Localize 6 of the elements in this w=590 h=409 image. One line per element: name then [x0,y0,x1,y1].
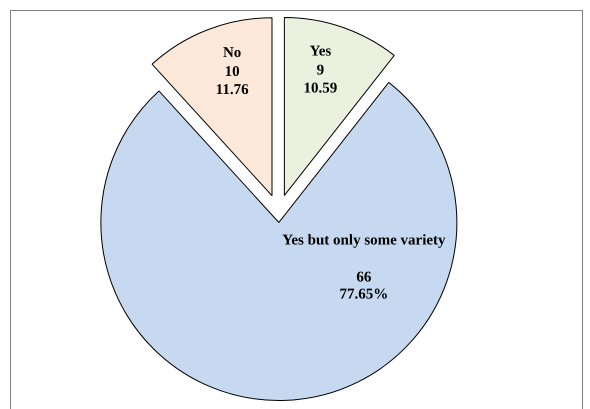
slice-label: Yes but only some variety [282,232,446,248]
slice-label: Yes [310,43,332,60]
data-label: 10 11.76 [216,64,250,98]
data-label: 66 77.65% [339,269,388,302]
data-label: 9 10.59 [304,62,338,96]
slice-label: No [222,45,242,62]
